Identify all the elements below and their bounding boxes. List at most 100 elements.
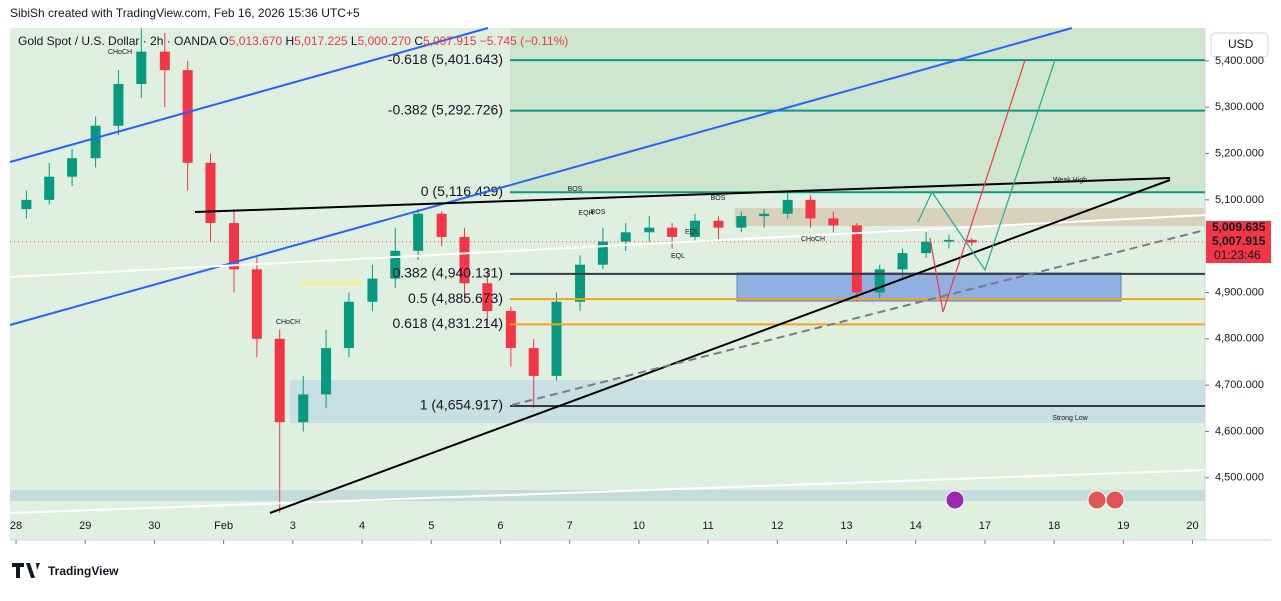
candle-body: [874, 269, 885, 293]
x-tick-label: 7: [567, 520, 573, 532]
candle-body: [828, 218, 839, 226]
price-tag: [1206, 235, 1271, 263]
candle-body: [113, 84, 124, 126]
fvg-zone: [300, 281, 362, 285]
y-tick-label: 4,700.000: [1215, 379, 1264, 391]
countdown: 01:23:46: [1214, 248, 1261, 262]
brand-name: TradingView: [48, 564, 119, 578]
order-block: [736, 272, 1122, 302]
channel-line: [9, 27, 1073, 326]
price-tag-label: 5,007.915: [1212, 234, 1266, 248]
candle-body: [274, 338, 285, 423]
structure-label: CHoCH: [276, 319, 300, 326]
candle-body: [851, 225, 862, 293]
brand-logo: [12, 563, 40, 578]
candle-body: [805, 199, 816, 219]
candle-body: [482, 283, 493, 312]
y-tick-label: 5,400.000: [1215, 55, 1264, 67]
supply-zone: [735, 208, 1205, 226]
structure-label: BOS: [711, 195, 726, 202]
x-tick-label: 28: [10, 520, 22, 532]
candle-body: [713, 220, 724, 228]
x-tick-label: 14: [910, 520, 922, 532]
ohlc-key: L: [351, 34, 358, 48]
x-tick-label: 6: [497, 520, 503, 532]
candle-body: [367, 278, 378, 302]
fib-label: 0.618 (4,831.214): [392, 315, 503, 331]
candle-body: [759, 213, 770, 217]
candle-body: [528, 348, 539, 376]
candle-body: [343, 301, 354, 349]
candle-body: [159, 51, 170, 71]
candle-body: [667, 227, 678, 237]
x-tick-label: 29: [79, 520, 91, 532]
candle-body: [67, 158, 78, 177]
event-icon[interactable]: [945, 490, 965, 510]
price-tag-label: 5,009.635: [1212, 220, 1266, 234]
candle-body: [644, 227, 655, 233]
ohlc-value: 5,007.915: [423, 34, 477, 48]
fib-label: 0.382 (4,940.131): [392, 265, 503, 281]
x-tick-label: 19: [1117, 520, 1129, 532]
candle-body: [597, 241, 608, 265]
candle-body: [620, 232, 631, 242]
event-icon[interactable]: [1105, 490, 1125, 510]
structure-label: BOS: [591, 209, 606, 216]
chart-title: Gold Spot / U.S. Dollar · 2h · OANDA: [18, 34, 217, 48]
candle-body: [298, 394, 309, 423]
y-tick-label: 5,200.000: [1215, 147, 1264, 159]
candle-body: [21, 199, 32, 210]
ohlc-key: H: [286, 34, 295, 48]
ohlc-value: 5,000.270: [358, 34, 412, 48]
projection-arrow: [917, 59, 1056, 272]
candle-body: [943, 239, 954, 242]
candle-body: [321, 348, 332, 395]
y-tick-label: 4,500.000: [1215, 472, 1264, 484]
candle-body: [390, 250, 401, 279]
ohlc-key: C: [414, 34, 423, 48]
candle-body: [44, 176, 55, 200]
structure-label: Strong Low: [1052, 415, 1088, 422]
candle-body: [897, 253, 908, 270]
x-tick-label: 30: [148, 520, 160, 532]
x-tick-label: 12: [771, 520, 783, 532]
x-tick-label: 13: [840, 520, 852, 532]
price-tag: [1206, 221, 1271, 235]
candle-body: [182, 70, 193, 163]
ohlc-key: O: [219, 34, 228, 48]
fib-label: 0 (5,116.429): [421, 183, 503, 199]
structure-label: Weak High: [1053, 177, 1087, 184]
structure-label: EQL: [671, 253, 685, 260]
fib-label: -0.382 (5,292.726): [388, 101, 503, 117]
trend-line: [9, 214, 1206, 278]
structure-label: CHoCH: [108, 49, 132, 56]
structure-label: EQL: [685, 229, 699, 236]
candle-body: [251, 269, 262, 339]
series: -0.618 (5,401.643) -0.382 (5,292.726) 0 (5…: [10, 28, 1205, 513]
y-tick-label: 4,800.000: [1215, 333, 1264, 345]
candle-body: [689, 220, 700, 237]
candle-body: [459, 236, 470, 284]
trend-line: [9, 469, 1206, 514]
candle-body: [551, 301, 562, 376]
candle-body: [90, 125, 101, 159]
projection-arrow: [929, 59, 1026, 313]
y-tick-label: 4,600.000: [1215, 425, 1264, 437]
drawings: [9, 27, 1269, 514]
currency-label[interactable]: USD: [1228, 37, 1254, 51]
structure-label: BOS: [568, 186, 583, 193]
candle-body: [136, 51, 147, 85]
structure-label: CHoCH: [801, 236, 825, 243]
y-tick-label: 5,300.000: [1215, 101, 1264, 113]
background: [10, 28, 1281, 541]
candle-body: [966, 239, 977, 243]
currency-button[interactable]: [1210, 32, 1269, 58]
candle-body: [413, 213, 424, 251]
fib-label: -0.618 (5,401.643): [388, 51, 503, 67]
structure-label: EQH: [578, 210, 593, 217]
candle-body: [436, 213, 447, 237]
x-tick-label: Feb: [214, 520, 233, 532]
ohlc-value: 5,013.670: [229, 34, 283, 48]
event-icon[interactable]: [1087, 490, 1107, 510]
